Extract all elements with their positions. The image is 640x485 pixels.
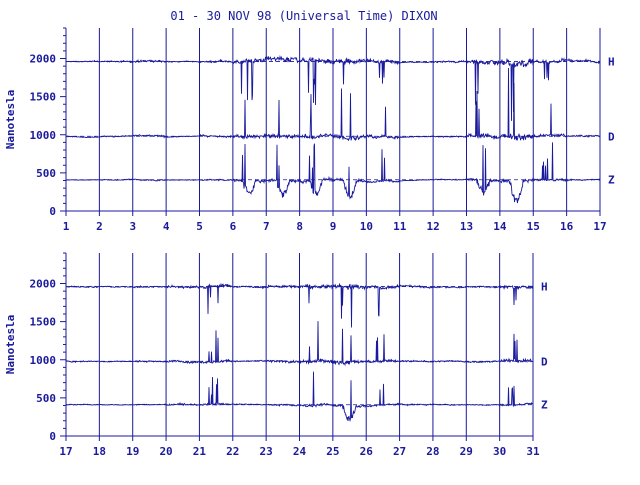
trace-Z <box>66 371 534 423</box>
y-tick-label: 1500 <box>30 316 57 329</box>
x-tick-label: 10 <box>360 220 373 233</box>
x-tick-label: 17 <box>59 445 72 458</box>
x-tick-label: 8 <box>296 220 303 233</box>
x-tick-label: 21 <box>193 445 207 458</box>
x-tick-label: 14 <box>493 220 507 233</box>
trace-H <box>65 282 534 328</box>
x-tick-label: 3 <box>129 220 136 233</box>
trace-Z <box>65 142 601 204</box>
x-tick-label: 25 <box>326 445 339 458</box>
x-tick-label: 18 <box>93 445 106 458</box>
x-tick-label: 19 <box>126 445 139 458</box>
y-tick-label: 0 <box>49 205 56 218</box>
x-tick-label: 6 <box>230 220 237 233</box>
x-tick-label: 17 <box>593 220 606 233</box>
y-tick-label: 2000 <box>30 53 57 66</box>
trace-D <box>65 67 601 142</box>
x-tick-label: 22 <box>226 445 239 458</box>
x-tick-label: 26 <box>360 445 374 458</box>
component-label-Z: Z <box>608 174 615 187</box>
x-tick-label: 11 <box>393 220 407 233</box>
trace-D <box>65 321 534 367</box>
x-tick-label: 1 <box>63 220 70 233</box>
chart-title: 01 - 30 NOV 98 (Universal Time) DIXON <box>170 9 437 23</box>
y-axis-title: Nanotesla <box>4 90 17 150</box>
x-tick-label: 27 <box>393 445 406 458</box>
x-tick-label: 9 <box>330 220 337 233</box>
x-tick-label: 31 <box>526 445 540 458</box>
x-tick-label: 30 <box>493 445 506 458</box>
x-tick-label: 7 <box>263 220 270 233</box>
x-tick-label: 15 <box>527 220 540 233</box>
component-label-Z: Z <box>541 399 548 412</box>
y-tick-label: 1000 <box>30 129 57 142</box>
x-tick-label: 13 <box>460 220 473 233</box>
y-tick-label: 0 <box>49 430 56 443</box>
x-tick-label: 4 <box>163 220 170 233</box>
x-tick-label: 12 <box>427 220 440 233</box>
y-tick-label: 500 <box>36 392 56 405</box>
x-tick-label: 24 <box>293 445 307 458</box>
x-tick-label: 2 <box>96 220 103 233</box>
y-tick-label: 500 <box>36 167 56 180</box>
y-tick-label: 1000 <box>30 354 57 367</box>
x-tick-label: 16 <box>560 220 574 233</box>
component-label-D: D <box>608 130 615 143</box>
x-tick-label: 20 <box>159 445 172 458</box>
x-tick-label: 28 <box>426 445 439 458</box>
panel-2: 0 500 1000 1500 2000 17 18 19 20 21 22 23 24 25 26 27 28… <box>4 252 548 458</box>
x-tick-label: 5 <box>196 220 203 233</box>
y-axis-title: Nanotesla <box>4 315 17 375</box>
component-label-D: D <box>541 355 548 368</box>
component-label-H: H <box>608 56 615 69</box>
x-tick-label: 29 <box>460 445 473 458</box>
y-tick-label: 1500 <box>30 91 57 104</box>
trace-H <box>65 54 601 121</box>
x-tick-label: 23 <box>260 445 273 458</box>
component-label-H: H <box>541 281 548 294</box>
y-tick-label: 2000 <box>30 278 57 291</box>
